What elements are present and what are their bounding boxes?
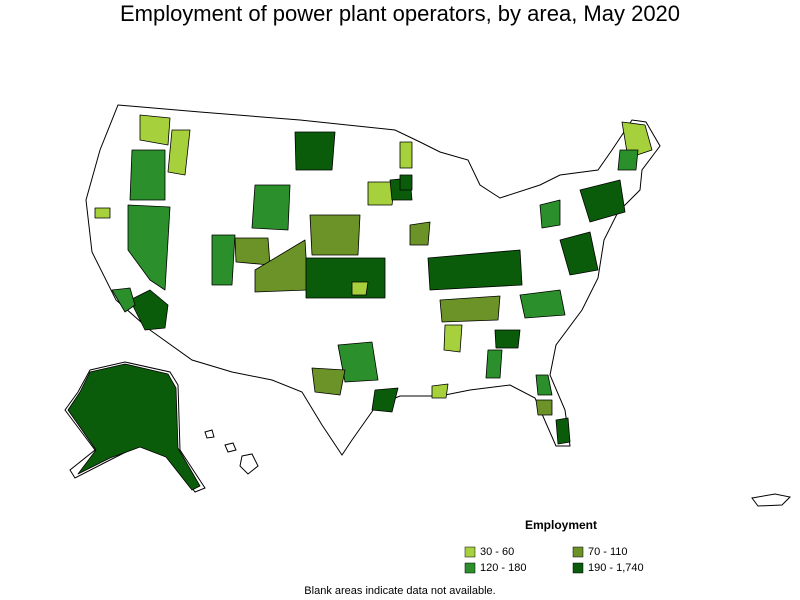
area <box>111 287 136 313</box>
puerto-rico <box>751 493 792 507</box>
area <box>311 367 346 396</box>
legend: Employment 30 - 60 120 - 180 70 - 110 190 -… <box>464 518 644 574</box>
map <box>64 104 792 507</box>
legend-swatch <box>464 562 476 574</box>
area <box>129 149 166 201</box>
map-title: Employment of power plant operators, by … <box>120 1 680 26</box>
legend-swatch <box>572 546 584 558</box>
area <box>139 114 171 146</box>
area <box>211 234 236 286</box>
area <box>371 387 399 413</box>
legend-swatch <box>464 546 476 558</box>
area <box>519 289 566 319</box>
hawaii <box>204 429 259 475</box>
area <box>294 131 336 171</box>
area <box>129 289 169 331</box>
area <box>251 184 291 231</box>
area <box>94 207 111 219</box>
area <box>409 221 431 246</box>
area <box>555 417 571 445</box>
area <box>535 399 553 416</box>
legend-label: 70 - 110 <box>588 546 628 558</box>
area <box>127 204 171 291</box>
legend-label: 30 - 60 <box>480 546 514 558</box>
area <box>494 329 521 349</box>
area <box>309 214 361 256</box>
area <box>427 249 523 291</box>
area <box>367 181 396 206</box>
legend-title: Employment <box>525 518 597 532</box>
area <box>431 383 449 399</box>
legend-swatch <box>572 562 584 574</box>
area <box>399 141 413 169</box>
legend-label: 120 - 180 <box>480 562 526 574</box>
area <box>399 174 413 191</box>
area <box>439 295 501 323</box>
area <box>535 374 553 396</box>
area <box>485 349 503 379</box>
area <box>559 231 599 276</box>
area <box>443 324 463 353</box>
legend-label: 190 - 1,740 <box>588 562 644 574</box>
area <box>351 281 369 296</box>
area <box>67 363 201 491</box>
footnote: Blank areas indicate data not available. <box>304 585 495 597</box>
area <box>539 199 561 229</box>
area <box>305 257 386 299</box>
area <box>621 121 653 159</box>
area <box>234 237 271 266</box>
areas <box>67 114 653 491</box>
area <box>617 149 639 171</box>
area <box>579 179 626 223</box>
area <box>167 129 191 176</box>
